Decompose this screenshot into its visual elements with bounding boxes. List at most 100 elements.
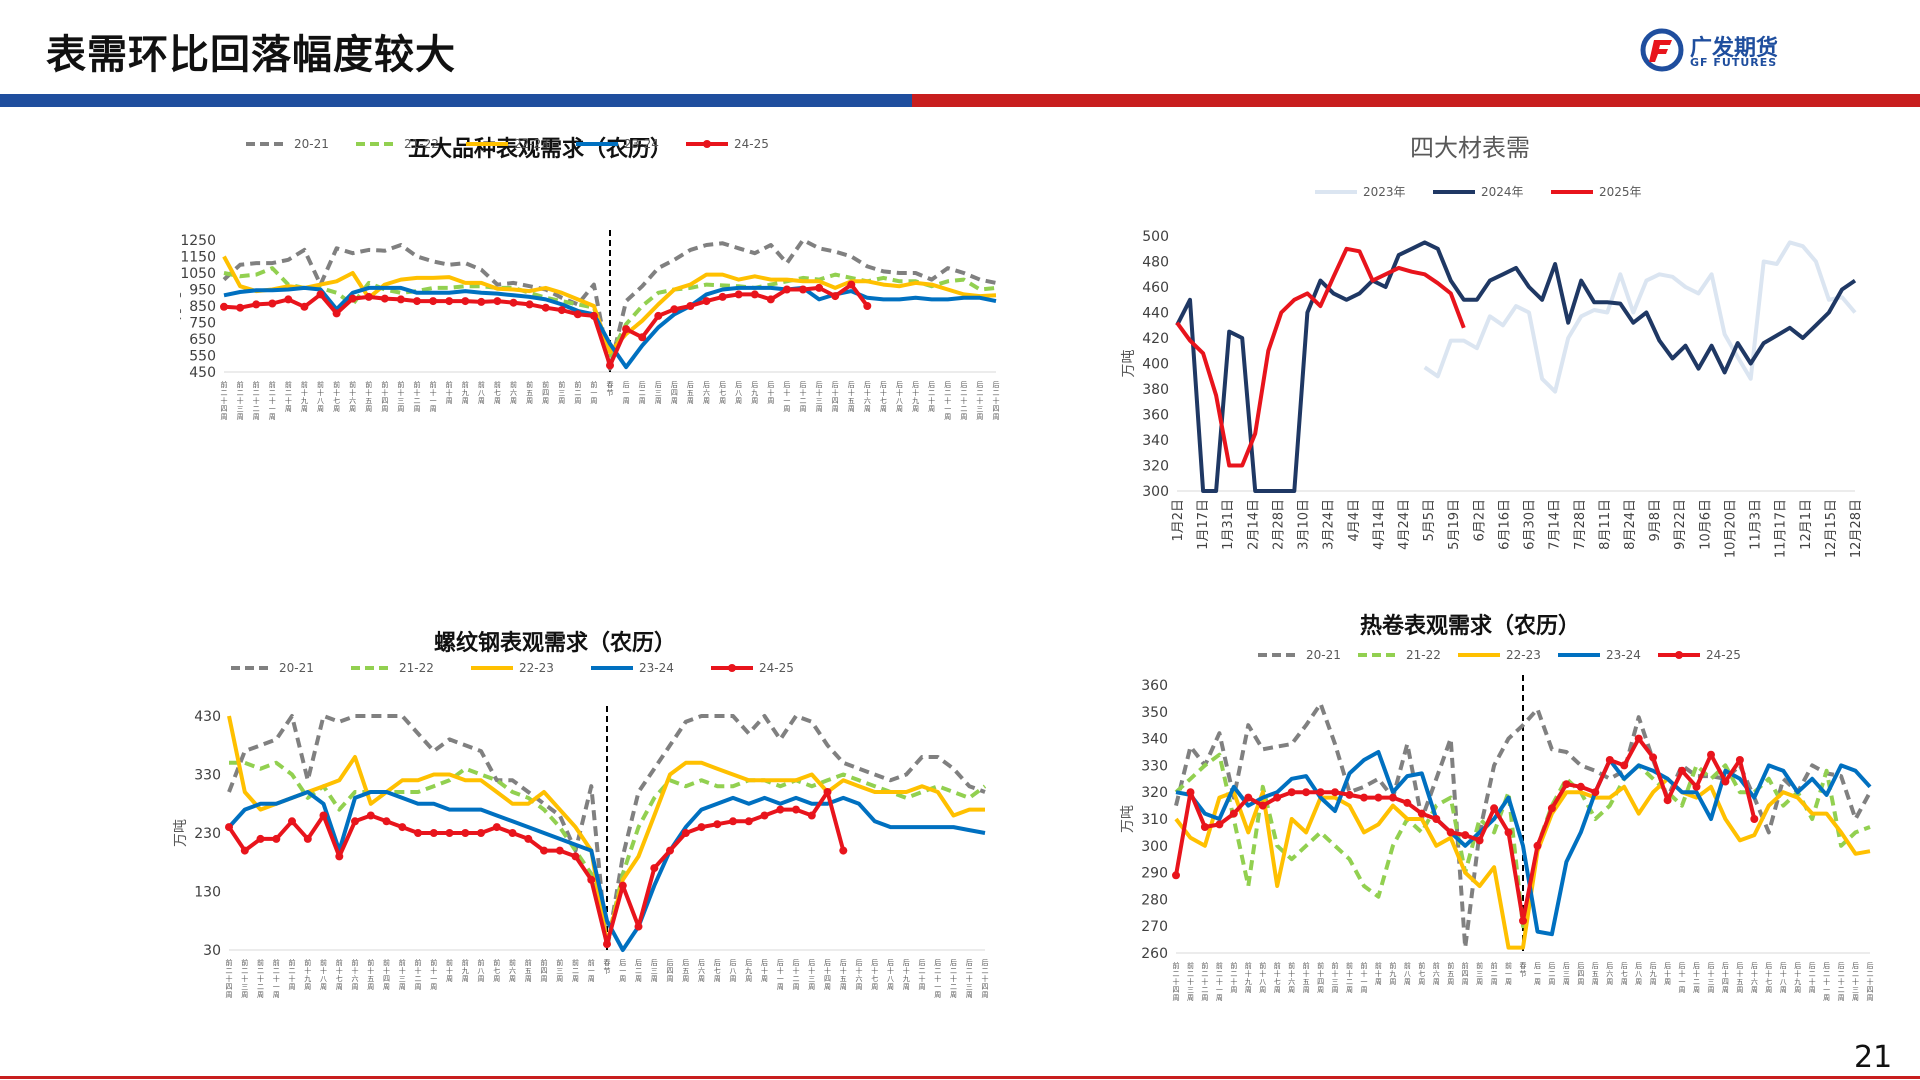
legend-label: 21-22 xyxy=(399,661,434,675)
x-tick-label: 后八周 xyxy=(1635,961,1642,986)
data-point xyxy=(792,805,800,814)
x-tick-label: 前二周 xyxy=(1491,961,1498,986)
data-point xyxy=(1302,788,1311,797)
x-tick-label: 后十周 xyxy=(767,380,774,405)
x-tick-label: 10月6日 xyxy=(1698,499,1713,550)
data-point xyxy=(319,811,328,820)
x-tick-label: 前十七周 xyxy=(1274,961,1281,994)
x-tick-label: 后十周 xyxy=(1664,961,1671,986)
x-tick-label: 4月4日 xyxy=(1347,499,1362,542)
legend-label: 2023年 xyxy=(1363,185,1406,199)
data-point xyxy=(1172,871,1180,880)
x-tick-label: 后九周 xyxy=(745,958,752,983)
data-point xyxy=(760,811,769,820)
data-point xyxy=(807,811,816,820)
y-tick-label: 400 xyxy=(1142,357,1169,373)
x-tick-label: 7月28日 xyxy=(1573,499,1588,550)
x-tick-label: 后三周 xyxy=(655,380,662,405)
x-tick-label: 后十九周 xyxy=(903,958,910,991)
x-tick-label: 后二十周 xyxy=(919,958,926,991)
x-tick-label: 前十九周 xyxy=(304,958,311,991)
data-point xyxy=(823,788,832,796)
x-tick-label: 5月19日 xyxy=(1447,499,1462,550)
data-point xyxy=(638,333,647,342)
legend-label: 21-22 xyxy=(1406,648,1441,662)
data-point xyxy=(429,829,438,837)
x-tick-label: 3月24日 xyxy=(1322,499,1337,550)
chart-title: 五大品种表观需求（农历） xyxy=(408,136,672,162)
x-tick-label: 前十一周 xyxy=(430,380,437,413)
x-tick-label: 前十四周 xyxy=(383,958,390,991)
y-tick-label: 230 xyxy=(194,826,221,842)
data-point xyxy=(429,297,438,306)
x-tick-label: 前十周 xyxy=(446,380,453,405)
x-tick-label: 后二周 xyxy=(1548,961,1555,986)
data-point xyxy=(603,940,611,949)
y-tick-label: 1050 xyxy=(180,266,216,282)
data-point xyxy=(256,834,265,843)
x-tick-label: 前十一周 xyxy=(1360,961,1367,994)
x-tick-label: 后十七周 xyxy=(1765,961,1772,994)
data-point xyxy=(702,297,711,306)
x-tick-label: 后十一周 xyxy=(777,958,784,991)
x-tick-label: 2月14日 xyxy=(1246,499,1261,550)
data-point xyxy=(555,846,564,855)
data-point xyxy=(335,852,344,861)
x-tick-label: 前三周 xyxy=(1476,961,1483,986)
x-tick-label: 后四周 xyxy=(667,958,674,983)
x-tick-label: 11月3日 xyxy=(1749,499,1764,550)
data-point xyxy=(1316,788,1325,797)
logo-name-en: GF FUTURES xyxy=(1690,56,1778,69)
data-point xyxy=(713,820,722,829)
x-tick-label: 前三周 xyxy=(556,958,563,983)
y-tick-label: 420 xyxy=(1142,331,1169,347)
x-tick-label: 前十周 xyxy=(446,958,453,983)
data-point xyxy=(1331,788,1339,797)
data-point xyxy=(1620,761,1629,770)
x-tick-label: 后二周 xyxy=(639,380,646,405)
x-tick-label: 后九周 xyxy=(1650,961,1657,986)
data-point xyxy=(348,294,357,303)
x-tick-label: 12月1日 xyxy=(1799,499,1814,550)
data-point xyxy=(1591,788,1600,797)
x-tick-label: 前二十周 xyxy=(1230,961,1237,994)
header-band-blue xyxy=(0,94,912,107)
data-point xyxy=(240,846,249,855)
data-point xyxy=(1215,820,1224,829)
y-tick-label: 300 xyxy=(1142,484,1169,500)
x-tick-label: 后十三周 xyxy=(808,958,815,991)
x-tick-label: 前十五周 xyxy=(365,380,372,413)
x-tick-label: 4月24日 xyxy=(1397,499,1412,550)
company-logo: 广发期货 GF FUTURES xyxy=(1640,26,1800,76)
y-tick-label: 650 xyxy=(189,332,216,348)
x-tick-label: 前十七周 xyxy=(336,958,343,991)
y-tick-label: 130 xyxy=(194,885,221,901)
data-point xyxy=(766,295,775,304)
x-tick-label: 前十一周 xyxy=(430,958,437,991)
data-point xyxy=(351,817,359,826)
data-point xyxy=(686,302,695,310)
logo-name-cn: 广发期货 xyxy=(1690,36,1779,61)
x-tick-label: 前九周 xyxy=(462,958,469,983)
series-line-24-25 xyxy=(227,790,846,947)
data-point xyxy=(1345,790,1354,799)
data-point xyxy=(799,285,807,294)
x-tick-label: 后二十四周 xyxy=(982,958,989,999)
legend-label: 22-23 xyxy=(519,661,554,675)
x-tick-label: 前二十四周 xyxy=(226,958,233,999)
x-tick-label: 后二十周 xyxy=(1809,961,1816,994)
y-tick-label: 750 xyxy=(189,316,216,332)
y-tick-label: 30 xyxy=(203,943,221,959)
x-tick-label: 后十九周 xyxy=(912,380,919,413)
x-tick-label: 后十九周 xyxy=(1794,961,1801,994)
x-tick-label: 前二周 xyxy=(574,380,581,405)
x-tick-label: 前七周 xyxy=(494,380,501,405)
data-point xyxy=(776,805,785,814)
series-line-24-25 xyxy=(1174,736,1757,923)
x-tick-label: 后十一周 xyxy=(1679,961,1686,994)
x-tick-label: 10月20日 xyxy=(1723,499,1738,558)
series-line-2024年 xyxy=(1175,240,1857,493)
legend-label: 23-24 xyxy=(1606,648,1641,662)
y-tick-label: 480 xyxy=(1142,255,1169,271)
